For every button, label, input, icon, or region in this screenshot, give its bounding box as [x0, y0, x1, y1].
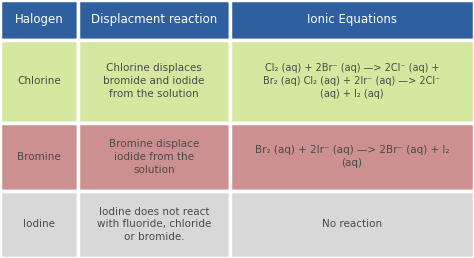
Text: Ionic Equations: Ionic Equations — [307, 13, 397, 27]
Bar — [0, 0, 78, 40]
Bar — [230, 191, 474, 258]
Bar — [230, 40, 474, 123]
Bar — [230, 123, 474, 191]
Text: Chlorine: Chlorine — [17, 76, 61, 86]
Bar — [78, 0, 230, 40]
Bar — [0, 191, 78, 258]
Text: Br₂ (aq) + 2Ir⁻ (aq) —> 2Br⁻ (aq) + I₂
(aq): Br₂ (aq) + 2Ir⁻ (aq) —> 2Br⁻ (aq) + I₂ (… — [255, 145, 449, 168]
Text: Bromine displace
iodide from the
solution: Bromine displace iodide from the solutio… — [109, 139, 199, 174]
Bar — [0, 123, 78, 191]
Text: No reaction: No reaction — [322, 220, 382, 229]
Text: Displacment reaction: Displacment reaction — [91, 13, 217, 27]
Text: Bromine: Bromine — [17, 152, 61, 162]
Text: Iodine does not react
with fluoride, chloride
or bromide.: Iodine does not react with fluoride, chl… — [97, 207, 211, 242]
Text: Iodine: Iodine — [23, 220, 55, 229]
Bar — [78, 191, 230, 258]
Text: Chlorine displaces
bromide and iodide
from the solution: Chlorine displaces bromide and iodide fr… — [103, 63, 205, 99]
Bar — [78, 123, 230, 191]
Bar — [78, 40, 230, 123]
Bar — [0, 40, 78, 123]
Text: Cl₂ (aq) + 2Br⁻ (aq) —> 2Cl⁻ (aq) +
Br₂ (aq) Cl₂ (aq) + 2Ir⁻ (aq) —> 2Cl⁻
(aq) +: Cl₂ (aq) + 2Br⁻ (aq) —> 2Cl⁻ (aq) + Br₂ … — [264, 63, 440, 99]
Bar — [230, 0, 474, 40]
Text: Halogen: Halogen — [15, 13, 64, 27]
